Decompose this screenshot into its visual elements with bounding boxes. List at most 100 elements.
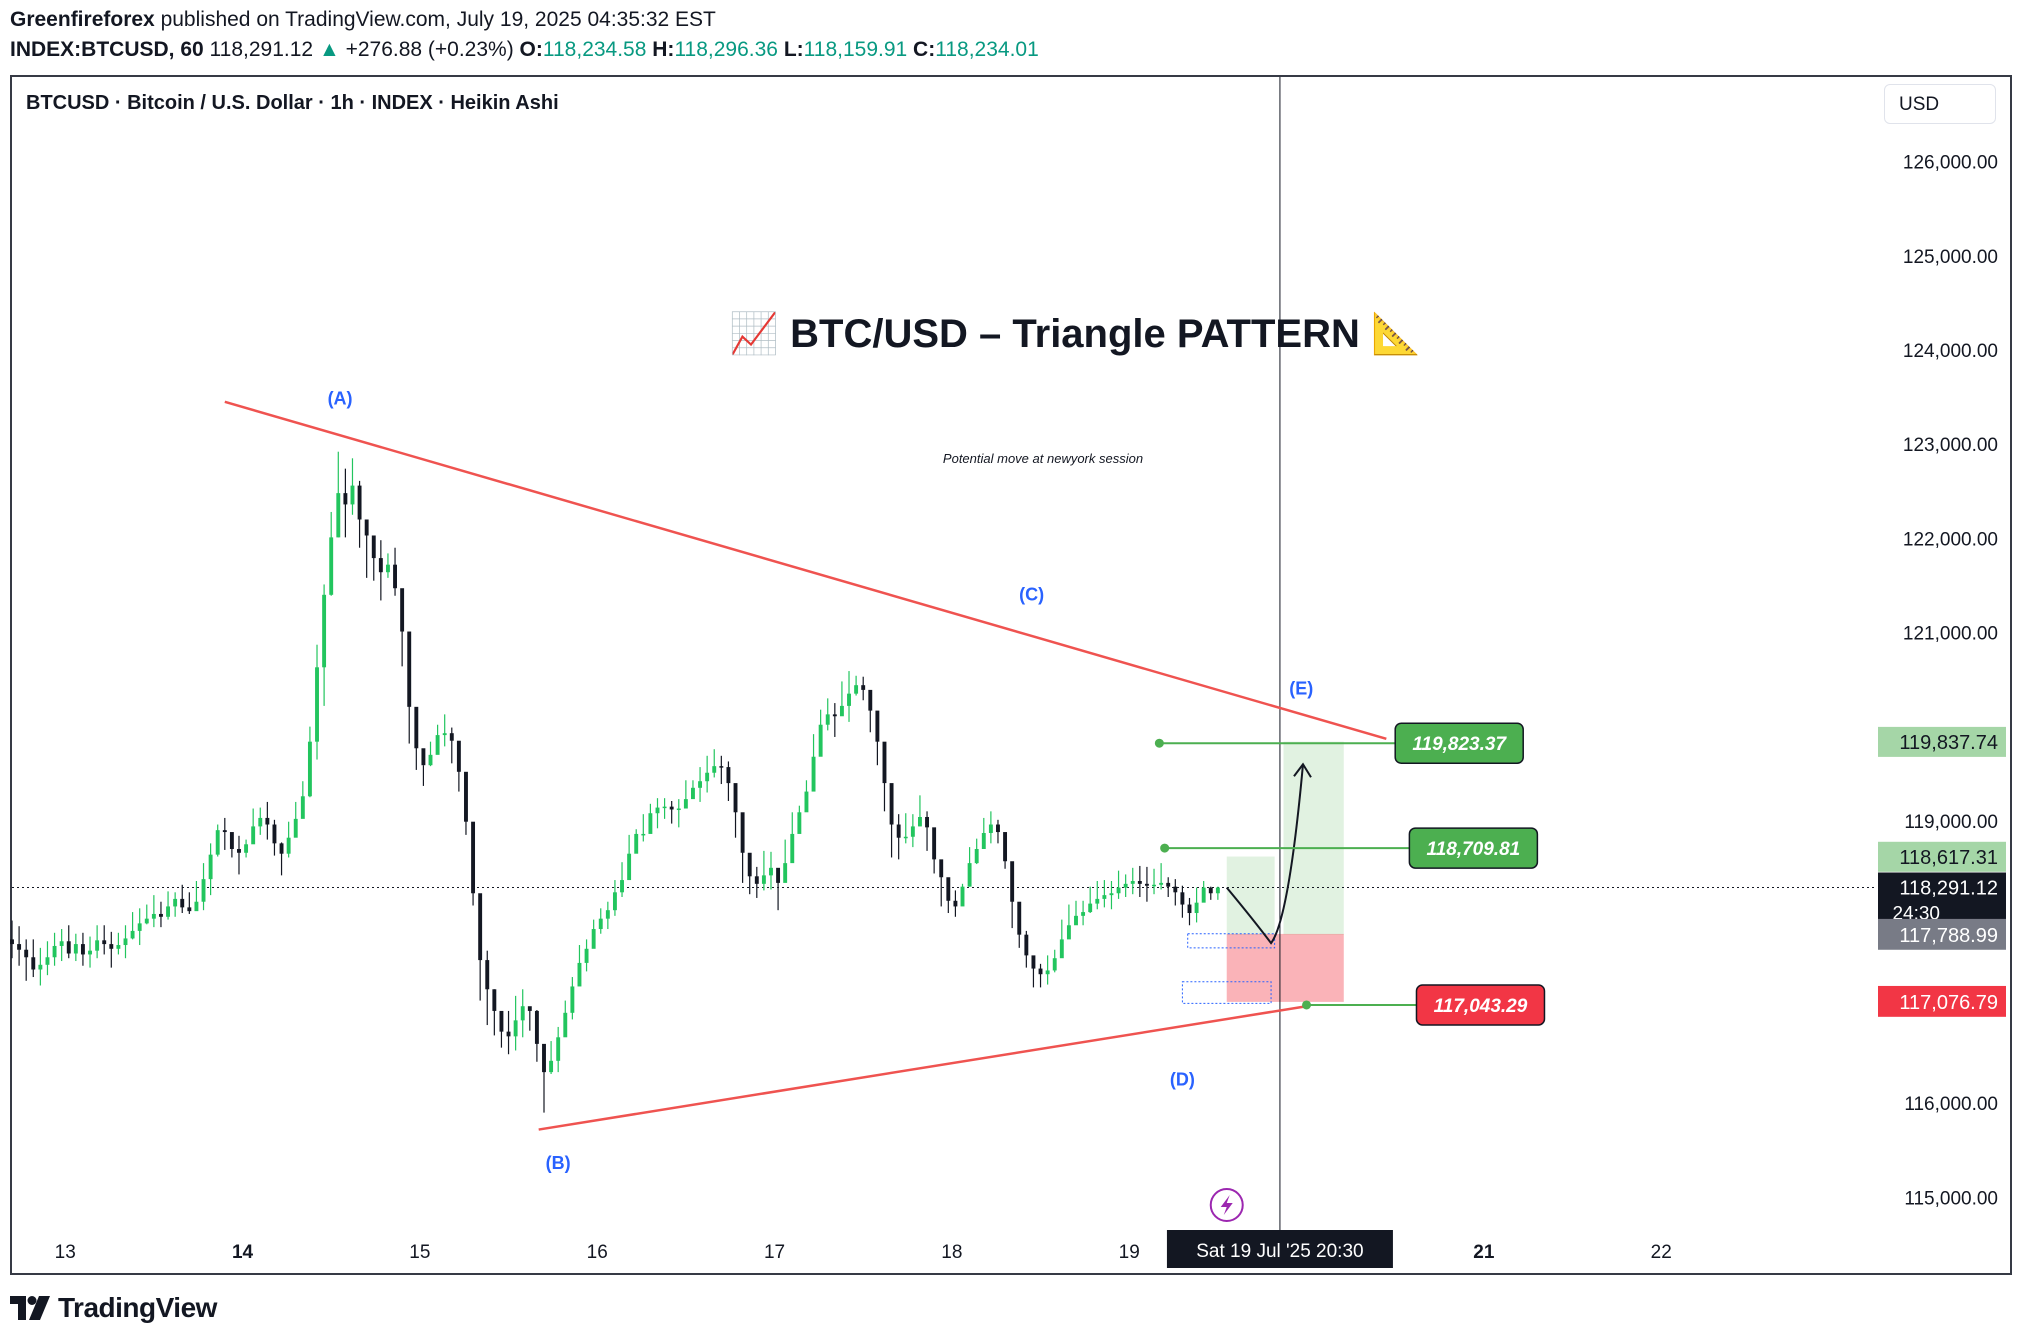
candle	[166, 891, 171, 920]
candle-body	[293, 818, 298, 838]
candle-body	[364, 519, 369, 536]
candle	[1102, 880, 1107, 908]
publisher-name[interactable]: Greenfireforex	[10, 8, 155, 31]
candle-body	[520, 1006, 525, 1021]
candle	[80, 932, 85, 966]
candle	[527, 1006, 532, 1031]
currency-button[interactable]: USD	[1884, 84, 1996, 124]
candle-body	[967, 863, 972, 887]
candle-body	[570, 986, 575, 1013]
close-value: 118,234.01	[935, 38, 1039, 61]
candle	[1031, 955, 1036, 988]
profit-zone	[1283, 741, 1344, 935]
candle	[740, 812, 745, 883]
candle	[726, 761, 731, 801]
candle-body	[1152, 884, 1156, 887]
x-tick-label: 18	[941, 1242, 962, 1263]
candle-body	[676, 808, 681, 811]
candle-body	[350, 485, 355, 505]
candle	[967, 847, 972, 887]
candle	[201, 863, 206, 911]
candle	[520, 989, 525, 1038]
candle-body	[265, 817, 270, 825]
candle-body	[981, 832, 986, 849]
candle	[910, 814, 915, 848]
candle	[598, 908, 603, 934]
candle-body	[244, 844, 249, 853]
candle	[194, 881, 199, 912]
candle	[1123, 874, 1128, 898]
lightning-icon[interactable]	[1209, 1188, 1244, 1222]
candle	[286, 821, 291, 858]
publisher-line: Greenfireforex published on TradingView.…	[10, 8, 716, 32]
candle	[151, 895, 156, 928]
candle	[896, 814, 901, 860]
candle-body	[811, 756, 816, 792]
candle-body	[38, 964, 43, 970]
candle-body	[102, 940, 107, 945]
candle-body	[719, 766, 724, 768]
candle-body	[1215, 887, 1220, 894]
candle	[1180, 885, 1185, 918]
symbol-interval[interactable]: INDEX:BTCUSD, 60	[10, 38, 204, 61]
candle-body	[1052, 958, 1057, 971]
candle-body	[534, 1010, 539, 1044]
candle-body	[612, 892, 617, 911]
candle	[88, 936, 92, 968]
chart-symbol-line[interactable]: BTCUSD · Bitcoin / U.S. Dollar · 1h · IN…	[26, 92, 559, 114]
candle	[996, 819, 1000, 844]
wave-label: (C)	[1019, 584, 1044, 604]
candle-body	[903, 836, 908, 839]
candle-body	[10, 939, 14, 945]
candle	[1045, 955, 1050, 985]
candle	[591, 919, 596, 949]
candle-body	[1095, 898, 1100, 904]
y-tick-label: 125,000.00	[1903, 247, 1998, 268]
wave-label: (D)	[1170, 1069, 1195, 1089]
candle	[1095, 881, 1100, 910]
candle	[66, 925, 71, 959]
candle	[506, 1010, 511, 1055]
candle-body	[449, 733, 454, 741]
candle-body	[861, 685, 866, 690]
candle	[442, 714, 447, 747]
candle-body	[59, 941, 64, 946]
candle	[1081, 900, 1086, 926]
tradingview-logo[interactable]: TradingView	[10, 1290, 217, 1326]
price-change: +276.88 (+0.23%)	[345, 38, 514, 61]
candle-body	[485, 960, 490, 990]
candle-body	[279, 843, 284, 854]
y-tick-label: 119,000.00	[1904, 812, 1998, 833]
candle-body	[31, 957, 36, 970]
candle-body	[1187, 904, 1192, 914]
candle-body	[726, 767, 731, 784]
candle	[116, 932, 121, 955]
candle-body	[634, 833, 639, 854]
candle	[215, 824, 220, 857]
candle-body	[627, 853, 632, 881]
candle-body	[400, 588, 405, 632]
y-tick-label: 115,000.00	[1904, 1188, 1998, 1209]
ohlc-line: INDEX:BTCUSD, 60 118,291.12 ▲ +276.88 (+…	[10, 38, 1039, 62]
candle	[1010, 861, 1015, 929]
candle-body	[832, 714, 837, 717]
candle-body	[605, 910, 610, 919]
candle	[229, 832, 234, 858]
candle-body	[577, 962, 582, 987]
candle-body	[754, 876, 759, 884]
candle	[769, 851, 773, 890]
candle	[130, 912, 135, 940]
candle	[939, 859, 944, 907]
candle	[187, 892, 192, 914]
candle	[1201, 881, 1206, 903]
candle	[464, 771, 468, 835]
candle	[960, 883, 965, 907]
candle	[435, 724, 440, 755]
candle	[400, 588, 405, 667]
candle-body	[378, 558, 383, 573]
candle	[627, 834, 632, 881]
candle	[1116, 870, 1121, 899]
high-label: H:	[652, 38, 675, 61]
candle-body	[414, 706, 419, 749]
